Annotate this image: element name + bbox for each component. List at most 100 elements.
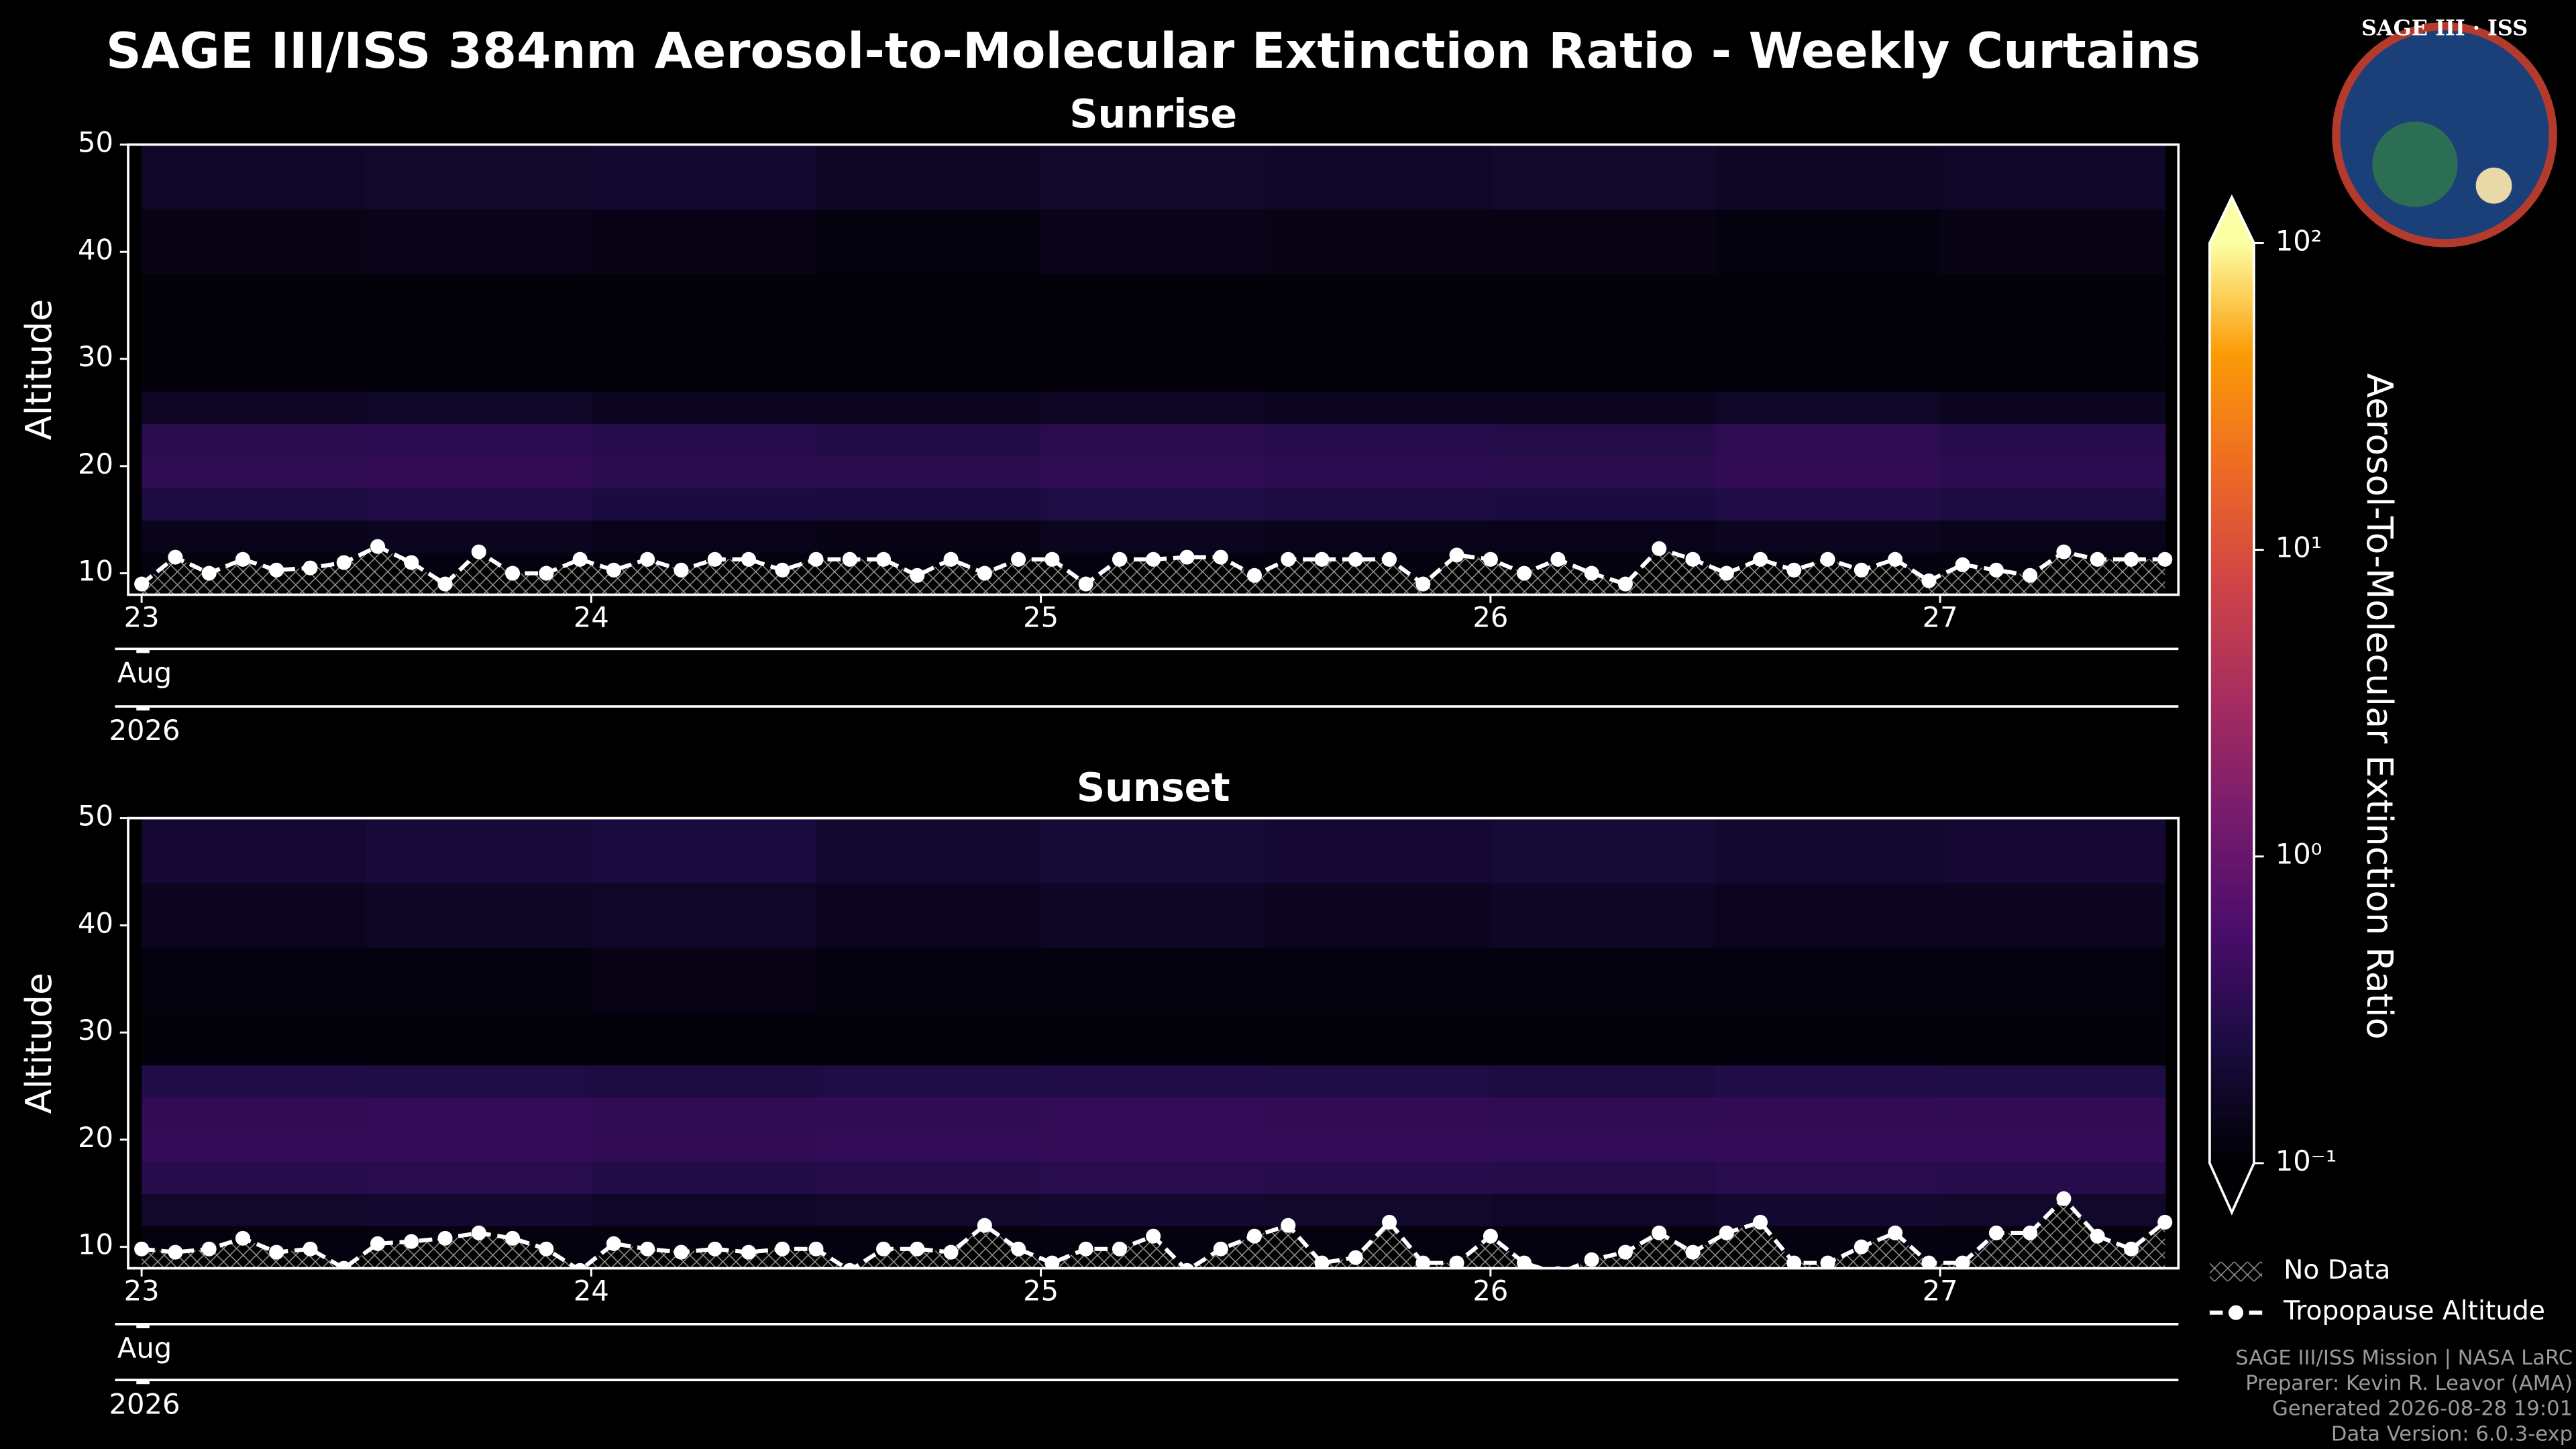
tropopause-point: [573, 1263, 588, 1269]
panel-title: Sunset: [1077, 764, 1230, 810]
heatmap-cell: [1715, 1011, 1941, 1066]
heatmap-cell: [366, 455, 592, 488]
heatmap-cell: [1490, 273, 1717, 339]
tropopause-point: [2157, 1214, 2173, 1230]
tropopause-point: [2090, 1228, 2105, 1244]
tropopause-point: [1955, 557, 1970, 572]
tropopause-point: [572, 551, 588, 567]
tropopause-point: [1820, 1255, 1835, 1269]
heatmap-cell: [816, 209, 1042, 274]
heatmap-cell: [591, 882, 817, 948]
colorbar-min-extend: [2209, 1163, 2254, 1213]
y-tick-label: 10: [78, 555, 113, 588]
tropopause-point: [1752, 551, 1768, 567]
heatmap-cell: [816, 423, 1042, 457]
y-tick-label: 20: [78, 1121, 113, 1154]
heatmap-cell: [1715, 1193, 1941, 1226]
heatmap-cell: [1715, 1128, 1941, 1163]
plot-frame: [127, 143, 2180, 596]
heatmap-cell: [1715, 337, 1941, 392]
heatmap-cell: [816, 390, 1042, 425]
heatmap-cell: [1040, 1065, 1267, 1098]
colorbar: [2209, 243, 2254, 1163]
heatmap-cell: [1040, 144, 1267, 210]
legend-label: No Data: [2284, 1255, 2390, 1285]
heatmap-cell: [1265, 144, 1492, 210]
heatmap-cell: [142, 455, 368, 488]
heatmap-cell: [1040, 273, 1267, 339]
heatmap-cell: [366, 144, 592, 210]
y-tick-label: 50: [78, 126, 113, 159]
y-tick-label: 50: [78, 800, 113, 833]
heatmap-cell: [1940, 882, 2166, 948]
tropopause-point: [1719, 1225, 1734, 1240]
heatmap-cell: [591, 455, 817, 488]
tropopause-point: [876, 551, 892, 567]
heatmap-cell: [591, 1193, 817, 1226]
heatmap-cell: [1265, 487, 1492, 521]
tropopause-point: [1719, 566, 1734, 581]
heatmap-cell: [1040, 1128, 1267, 1163]
colorbar-tick-label: 10⁰: [2275, 838, 2322, 871]
heatmap-cell: [591, 1128, 817, 1163]
heatmap-cell: [142, 390, 368, 425]
panel: [128, 144, 2179, 595]
heatmap-cell: [366, 273, 592, 339]
heatmap-cell: [591, 1161, 817, 1194]
heatmap-cell: [591, 947, 817, 1012]
y-tick-label: 10: [78, 1228, 113, 1261]
tropopause-point: [1146, 551, 1161, 567]
heatmap-cell: [366, 947, 592, 1012]
heatmap-cell: [1040, 1161, 1267, 1194]
heatmap-cell: [142, 1096, 368, 1130]
heatmap-cell: [366, 1065, 592, 1098]
tropopause-point: [471, 1225, 486, 1240]
tropopause-point: [1112, 551, 1127, 567]
tropopause-point: [336, 1260, 352, 1269]
heatmap-cell: [816, 1193, 1042, 1226]
x-tick-label: 27: [1923, 600, 1958, 633]
heatmap-cell: [1940, 1011, 2166, 1066]
heatmap-cell: [142, 882, 368, 948]
footer-line: Preparer: Kevin R. Leavor (AMA): [2245, 1372, 2573, 1395]
tropopause-point: [2056, 544, 2072, 559]
heatmap-cell: [366, 390, 592, 425]
heatmap-cell: [591, 487, 817, 521]
heatmap-cell: [1490, 423, 1717, 457]
heatmap-cell: [1940, 519, 2166, 553]
tropopause-point: [1382, 551, 1397, 567]
tropopause-point: [303, 560, 318, 576]
tropopause-point: [1246, 1228, 1263, 1244]
tropopause-point: [1584, 1252, 1599, 1267]
y-tick-label: 40: [78, 906, 113, 939]
heatmap-cell: [366, 1128, 592, 1163]
heatmap-cell: [142, 487, 368, 521]
x-tick-label: 23: [124, 1274, 160, 1307]
tropopause-point: [1179, 1263, 1194, 1269]
x-tick-label: 26: [1472, 1274, 1508, 1307]
colorbar-tick-label: 10¹: [2275, 531, 2322, 564]
heatmap-cell: [816, 487, 1042, 521]
heatmap-cell: [591, 273, 817, 339]
tropopause-point: [1752, 1214, 1768, 1230]
logo-text: SAGE III · ISS: [2361, 15, 2528, 41]
x-tick-label: 23: [124, 600, 160, 633]
tropopause-point: [808, 551, 824, 567]
y-axis-label: Altitude: [17, 973, 60, 1114]
heatmap-cell: [1940, 273, 2166, 339]
heatmap-cell: [1715, 487, 1941, 521]
tropopause-point: [404, 1234, 419, 1249]
tropopause-point: [741, 551, 756, 567]
heatmap-cell: [591, 1011, 817, 1066]
heatmap-cell: [1490, 1065, 1717, 1098]
tropopause-point: [1179, 549, 1195, 565]
tropopause-point: [2090, 551, 2105, 567]
x-tick-label: 24: [574, 1274, 609, 1307]
plot-frame: [127, 816, 2180, 1270]
heatmap-cell: [1040, 337, 1267, 392]
heatmap-cell: [816, 144, 1042, 210]
heatmap-cell: [816, 1096, 1042, 1130]
heatmap-cell: [142, 1161, 368, 1194]
heatmap-cell: [816, 1065, 1042, 1098]
heatmap-cell: [1265, 1096, 1492, 1130]
